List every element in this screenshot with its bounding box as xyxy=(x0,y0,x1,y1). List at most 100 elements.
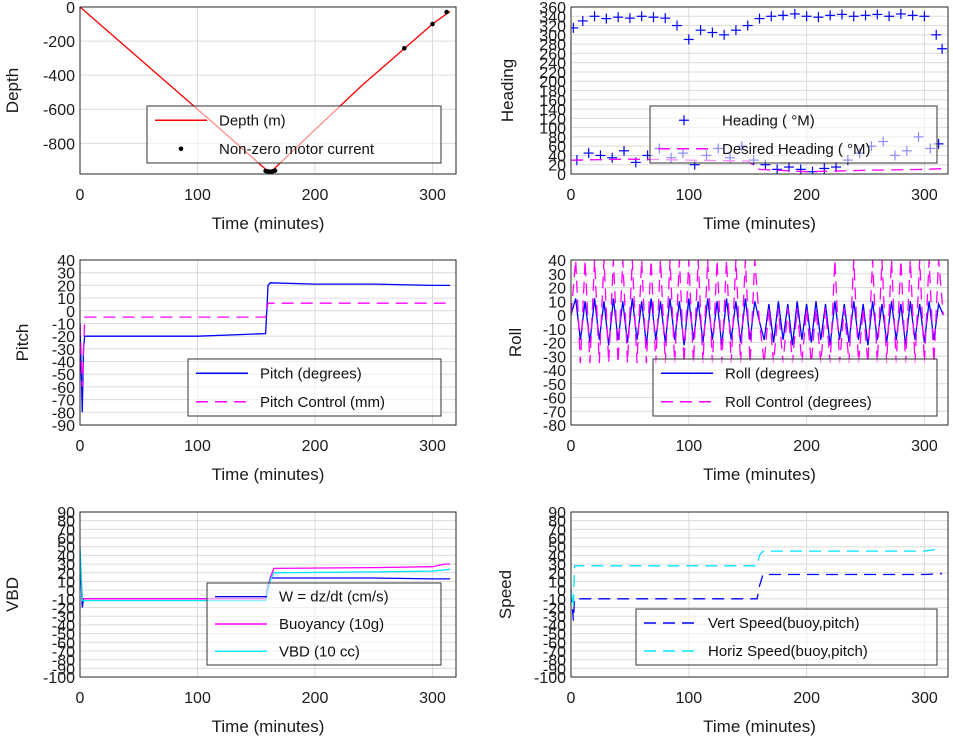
speed-legend: Vert Speed(buoy,pitch) Horiz Speed(buoy,p… xyxy=(635,608,938,666)
heading-legend-box xyxy=(649,105,938,164)
roll-axes-frame xyxy=(570,259,949,426)
pitch-ytick-label: -50 xyxy=(52,367,75,384)
heading-series-0-point xyxy=(766,11,777,22)
vbd-ytick-label: -90 xyxy=(52,661,75,678)
depth-ytick-label: 0 xyxy=(66,0,75,17)
depth-axes-frame xyxy=(79,6,457,175)
depth-legend-label-1: Non-zero motor current xyxy=(219,141,375,158)
depth-legend: Depth (m) Non-zero motor current xyxy=(146,105,442,164)
vbd-ytick-label: -10 xyxy=(52,592,75,609)
depth-xtick-label: 0 xyxy=(76,187,85,204)
speed-xtick-label: 300 xyxy=(911,690,938,707)
speed-y-axis-label: Speed xyxy=(496,570,515,619)
roll-ytick-label: -50 xyxy=(543,377,566,394)
heading-series-0-point xyxy=(683,34,694,45)
roll-ytick-label: -60 xyxy=(543,391,566,408)
heading-series-0-point xyxy=(872,9,883,20)
depth-data xyxy=(80,7,451,174)
heading-ytick-label: 120 xyxy=(539,111,566,128)
depth-xtick-label: 300 xyxy=(419,187,446,204)
vbd-ytick-label: 70 xyxy=(57,522,75,539)
vbd-ytick-label: 90 xyxy=(57,505,75,522)
heading-series-0-point xyxy=(648,12,659,23)
speed-ytick-label: 10 xyxy=(548,574,566,591)
heading-legend-swatch-0 xyxy=(679,115,689,126)
vbd-ytick-label: 50 xyxy=(57,540,75,557)
vbd-xtick-label: 300 xyxy=(419,690,446,707)
heading-xtick-label: 100 xyxy=(675,187,702,204)
depth-x-axis-label: Time (minutes) xyxy=(212,214,325,233)
heading-series-0-point xyxy=(772,164,783,174)
vbd-ytick-label: -30 xyxy=(52,609,75,626)
depth-legend-swatch-1 xyxy=(178,146,184,152)
heading-legend: Heading ( °M) Desired Heading ( °M) xyxy=(649,105,938,164)
heading-series-0-point xyxy=(595,150,606,161)
heading-series-0-point xyxy=(931,29,942,40)
heading-ytick-label: 200 xyxy=(539,74,566,91)
speed-ytick-label: -70 xyxy=(543,644,566,661)
depth-y-axis-label: Depth xyxy=(3,68,22,113)
heading-series-0-point xyxy=(919,11,930,22)
speed-ytick-label: 30 xyxy=(548,557,566,574)
heading-series-0-point xyxy=(884,11,895,22)
depth-legend-box xyxy=(146,105,442,164)
heading-ytick-label: 340 xyxy=(539,9,566,26)
pitch-ytick-label: -20 xyxy=(52,329,75,346)
vbd-ytick-label: 40 xyxy=(57,548,75,565)
vbd-xtick-label: 0 xyxy=(76,690,85,707)
heading-ytick-label: 300 xyxy=(539,28,566,45)
speed-axes-frame xyxy=(570,511,949,678)
speed-xtick-label: 200 xyxy=(793,690,820,707)
pitch-ytick-label: 30 xyxy=(57,266,75,283)
heading-series-0-point xyxy=(907,10,918,21)
roll-xtick-label: 100 xyxy=(675,438,702,455)
vbd-ytick-label: -60 xyxy=(52,635,75,652)
heading-series-0-point xyxy=(937,43,948,54)
roll-ytick-label: 10 xyxy=(548,294,566,311)
heading-series-0-point xyxy=(795,164,806,174)
heading-xtick-label: 300 xyxy=(911,187,938,204)
roll-panel: 0 100 200 300403020100-10-20-30-40-50-60-70… xyxy=(506,253,949,484)
speed-ytick-label: 70 xyxy=(548,522,566,539)
vbd-y-axis-label: VBD xyxy=(3,577,22,612)
speed-ytick-label: -80 xyxy=(543,653,566,670)
speed-xtick-label: 0 xyxy=(567,690,576,707)
pitch-xtick-label: 100 xyxy=(184,438,211,455)
pitch-xtick-label: 0 xyxy=(76,438,85,455)
vbd-ytick-label: 10 xyxy=(57,574,75,591)
depth-series-1-point xyxy=(444,9,449,15)
pitch-xtick-label: 200 xyxy=(302,438,329,455)
speed-ytick-label: 20 xyxy=(548,566,566,583)
pitch-series-1-line xyxy=(80,302,451,387)
heading-ytick-label: 140 xyxy=(539,102,566,119)
vbd-ytick-label: 0 xyxy=(66,583,75,600)
heading-ytick-label: 160 xyxy=(539,93,566,110)
heading-panel: 0 100 200 300020406080100120140160180200220… xyxy=(498,0,949,233)
heading-series-0-point xyxy=(672,20,683,31)
speed-ytick-label: -90 xyxy=(543,661,566,678)
vbd-panel: 0 100 200 3009080706050403020100-10-20-30-4… xyxy=(3,505,457,736)
pitch-y-axis-label: Pitch xyxy=(13,324,32,362)
roll-ytick-label: -70 xyxy=(543,404,566,421)
roll-legend-label-1: Roll Control (degrees) xyxy=(725,394,872,411)
speed-ytick-label: -50 xyxy=(543,627,566,644)
heading-ytick-label: 0 xyxy=(557,167,566,184)
heading-axes-frame xyxy=(570,6,949,175)
roll-data xyxy=(571,260,944,364)
heading-ytick-label: 100 xyxy=(539,121,566,138)
vbd-ytick-label: -70 xyxy=(52,644,75,661)
vbd-ytick-label: -100 xyxy=(43,670,75,687)
roll-ytick-label: -80 xyxy=(543,418,566,435)
heading-series-0-point xyxy=(730,25,741,36)
depth-series-1-point xyxy=(430,21,435,27)
pitch-ytick-label: 0 xyxy=(66,304,75,321)
depth-ytick-label: -400 xyxy=(43,68,75,85)
roll-series-1-line xyxy=(571,260,944,364)
pitch-ytick-label: -80 xyxy=(52,405,75,422)
speed-x-axis-label: Time (minutes) xyxy=(703,717,816,736)
roll-ytick-label: -10 xyxy=(543,322,566,339)
speed-series-0-line xyxy=(571,573,943,621)
heading-series-0-point xyxy=(848,11,859,22)
speed-series-1-line xyxy=(571,547,943,608)
